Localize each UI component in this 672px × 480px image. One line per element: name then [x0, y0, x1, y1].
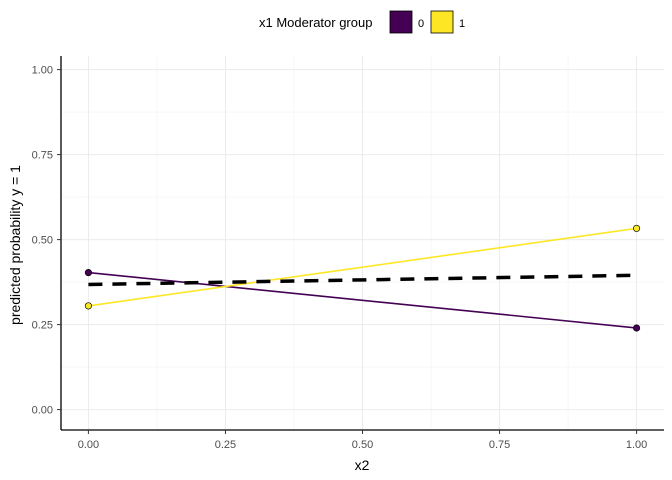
x-tick-label: 0.75	[489, 439, 510, 451]
series-line-1	[88, 227, 637, 307]
series-line-overall	[88, 273, 637, 287]
series-point-0	[84, 269, 92, 277]
y-tick-label: 0.50	[32, 235, 53, 247]
x-tick-label: 0.50	[352, 439, 373, 451]
series-line-0	[88, 271, 637, 329]
series-point-1	[84, 302, 92, 310]
y-tick-label: 0.75	[32, 150, 53, 162]
x-tick-label: 0.00	[78, 439, 99, 451]
y-tick-label: 1.00	[32, 65, 53, 77]
axes	[57, 56, 664, 434]
legend-key-0	[389, 10, 413, 34]
x-tick-label: 0.25	[215, 439, 236, 451]
x-axis-label: x2	[355, 457, 370, 473]
x-tick-label: 1.00	[626, 439, 647, 451]
y-tick-label: 0.25	[32, 320, 53, 332]
series-point-0	[633, 324, 641, 332]
y-tick-label: 0.00	[32, 405, 53, 417]
legend-key-1	[430, 10, 454, 34]
legend-title: x1 Moderator group	[259, 15, 372, 30]
legend-label-1: 1	[459, 18, 465, 30]
legend: x1 Moderator group 0 1	[259, 10, 465, 34]
series-layer	[84, 224, 641, 332]
series-point-1	[633, 224, 641, 232]
grid	[61, 56, 664, 430]
legend-label-0: 0	[418, 18, 424, 30]
y-axis-label: predicted probability y = 1	[7, 165, 23, 325]
tick-labels: 0.00 0.25 0.50 0.75 1.00 0.00 0.25 0.50 0.75 1.00	[32, 65, 648, 451]
